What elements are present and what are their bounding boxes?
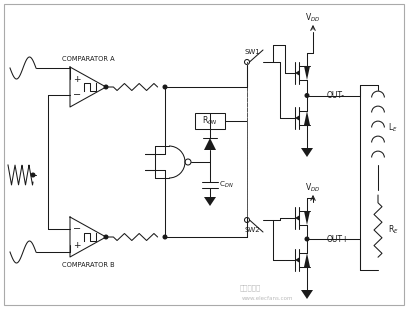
Text: SW1: SW1 <box>244 49 260 55</box>
Text: +: + <box>73 240 81 249</box>
Circle shape <box>104 85 108 89</box>
Text: OUT+: OUT+ <box>327 235 349 243</box>
Text: R$_{ON}$: R$_{ON}$ <box>202 115 218 127</box>
Text: COMPARATOR B: COMPARATOR B <box>62 262 114 268</box>
Polygon shape <box>304 66 310 80</box>
Text: C$_{DN}$: C$_{DN}$ <box>219 180 233 190</box>
Text: −: − <box>73 90 81 100</box>
Text: SW2: SW2 <box>244 227 260 233</box>
Polygon shape <box>304 211 310 225</box>
Polygon shape <box>295 215 300 221</box>
Text: R$_E$: R$_E$ <box>388 224 399 236</box>
Polygon shape <box>295 115 300 121</box>
Circle shape <box>104 235 108 239</box>
Text: COMPARATOR A: COMPARATOR A <box>62 56 114 62</box>
Text: 电子发烧网: 电子发烧网 <box>239 285 261 291</box>
Polygon shape <box>204 138 216 150</box>
Circle shape <box>305 237 309 241</box>
Text: V$_{DD}$: V$_{DD}$ <box>305 12 321 24</box>
Bar <box>195 113 225 129</box>
Polygon shape <box>301 290 313 299</box>
Polygon shape <box>204 197 216 206</box>
Circle shape <box>305 94 309 97</box>
Text: +: + <box>73 74 81 83</box>
Circle shape <box>163 85 167 89</box>
Polygon shape <box>295 70 300 76</box>
Polygon shape <box>295 257 300 263</box>
Text: −: − <box>73 224 81 234</box>
Polygon shape <box>304 111 310 125</box>
Circle shape <box>163 235 167 239</box>
Text: V$_{DD}$: V$_{DD}$ <box>305 182 321 194</box>
Circle shape <box>31 173 35 177</box>
Text: L$_E$: L$_E$ <box>388 121 398 134</box>
Text: www.elecfans.com: www.elecfans.com <box>242 295 294 300</box>
Polygon shape <box>304 253 310 267</box>
Polygon shape <box>301 148 313 157</box>
Text: OUT-: OUT- <box>327 91 345 100</box>
